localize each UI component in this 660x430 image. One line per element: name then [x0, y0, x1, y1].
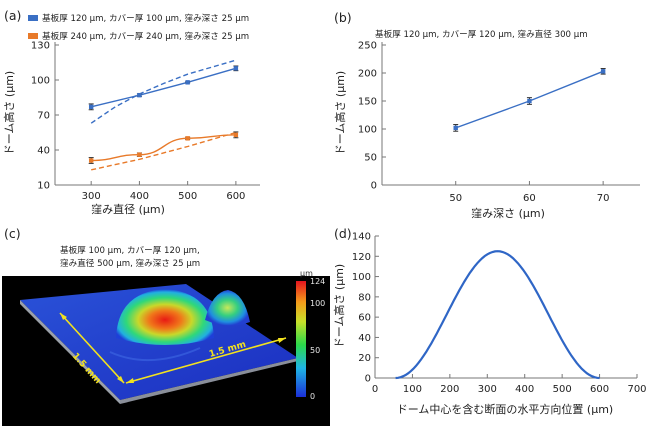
a-x-tick-label: 300	[82, 191, 101, 202]
c-dimension-line-left	[59, 312, 125, 384]
a-data-point	[88, 158, 94, 163]
panel-label-c: (c)	[4, 226, 21, 241]
a-y-tick-label: 40	[37, 146, 50, 157]
c-dimension-line-right	[125, 337, 287, 384]
a-data-point	[88, 104, 94, 110]
b-x-axis-title: 窪み深さ (μm)	[471, 206, 545, 220]
a-y-tick-label: 100	[31, 76, 50, 87]
a-sim-line-1	[91, 131, 237, 171]
a-measured-line-0	[91, 67, 237, 108]
a-data-point	[185, 136, 190, 141]
a-legend-swatch-orange	[28, 33, 38, 39]
a-y-tick-label: 10	[37, 181, 50, 192]
d-x-tick-label: 400	[515, 384, 534, 395]
c-surface-edge	[120, 358, 298, 404]
c-ripple	[109, 347, 201, 361]
panel-label-b: (b)	[334, 10, 352, 25]
a-data-point	[137, 152, 142, 157]
c-caption-line1: 基板厚 100 μm, カバー厚 120 μm,	[60, 244, 200, 256]
b-y-tick-label: 100	[358, 125, 377, 136]
a-x-tick-label: 600	[226, 191, 245, 202]
c-colorbar-tick: 0	[310, 392, 315, 401]
d-y-tick-label: 80	[358, 292, 371, 303]
a-legend-swatch-blue	[28, 15, 38, 21]
d-y-tick-label: 0	[365, 374, 371, 385]
d-y-tick-label: 40	[358, 333, 371, 344]
d-y-tick-label: 120	[352, 252, 371, 263]
b-data-point	[453, 125, 458, 131]
panel-label-a: (a)	[4, 8, 21, 23]
d-y-tick-label: 20	[358, 353, 371, 364]
c-colorbar-tick: 50	[310, 346, 320, 355]
d-y-tick-label: 140	[352, 232, 371, 243]
a-x-tick-label: 500	[178, 191, 197, 202]
d-x-axis-title: ドーム中心を含む断面の水平方向位置 (μm)	[397, 402, 613, 416]
d-x-tick-label: 500	[553, 384, 572, 395]
c-colorbar-unit: μm	[300, 269, 313, 278]
a-data-point	[233, 132, 239, 138]
a-x-tick-label: 400	[130, 191, 149, 202]
a-y-tick-label: 130	[31, 41, 50, 52]
d-y-tick-label: 60	[358, 313, 371, 324]
a-y-tick-label: 70	[37, 111, 50, 122]
b-data-point	[527, 98, 532, 104]
b-y-tick-label: 50	[364, 153, 377, 164]
a-data-point	[137, 92, 142, 98]
b-x-tick-label: 50	[449, 193, 462, 204]
d-x-tick-label: 600	[590, 384, 609, 395]
c-arrow-head	[117, 376, 124, 383]
panel-c-heatmap: 基板厚 100 μm, カバー厚 120 μm, 窪み直径 500 μm, 窪み…	[2, 244, 330, 426]
a-data-point	[185, 80, 190, 85]
b-y-tick-label: 150	[358, 97, 377, 108]
d-x-tick-label: 700	[627, 384, 646, 395]
a-x-axis-title: 窪み直径 (μm)	[91, 202, 165, 216]
d-x-tick-label: 300	[478, 384, 497, 395]
d-x-tick-label: 100	[403, 384, 422, 395]
a-measured-line-1	[91, 134, 236, 162]
b-x-tick-label: 60	[523, 193, 536, 204]
d-x-tick-label: 200	[440, 384, 459, 395]
c-colorbar-tick: 124	[310, 277, 325, 286]
c-arrow-head	[278, 338, 286, 343]
d-y-tick-label: 100	[352, 272, 371, 283]
c-dome	[116, 289, 214, 345]
c-side-bump	[205, 290, 250, 326]
a-y-axis-title: ドーム高さ (μm)	[2, 71, 16, 155]
panel-a-chart: 基板厚 120 μm, カバー厚 100 μm, 窪み深さ 25 μm 基板厚 …	[2, 12, 260, 216]
c-caption-line2: 窪み直径 500 μm, 窪み深さ 25 μm	[60, 257, 200, 269]
panel-d-chart: 0 20 40 60 80 100 120 140 0 100 200 300 400 500 600 700…	[332, 232, 647, 417]
b-y-tick-label: 250	[358, 41, 377, 52]
panel-b-chart: 基板厚 120 μm, カバー厚 120 μm, 窪み直径 300 μm 0 50…	[333, 28, 640, 220]
b-x-tick-label: 70	[597, 193, 610, 204]
d-profile-line	[395, 250, 600, 380]
b-data-point	[600, 69, 606, 74]
panel-label-d: (d)	[334, 226, 352, 241]
a-data-point	[233, 66, 239, 71]
b-chart-title: 基板厚 120 μm, カバー厚 120 μm, 窪み直径 300 μm	[375, 28, 588, 40]
b-y-axis-title: ドーム高さ (μm)	[333, 71, 347, 155]
d-y-axis-title: ドーム高さ (μm)	[332, 264, 346, 348]
b-y-tick-label: 200	[358, 69, 377, 80]
c-surface-edge-left	[20, 300, 120, 404]
c-arrow-head	[60, 313, 67, 320]
a-sim-line-0	[90, 59, 237, 124]
a-legend-label-blue: 基板厚 120 μm, カバー厚 100 μm, 窪み深さ 25 μm	[42, 12, 249, 24]
b-y-tick-label: 0	[371, 181, 377, 192]
c-arrow-head	[126, 378, 134, 383]
c-colorbar	[296, 281, 306, 397]
a-legend-label-orange: 基板厚 240 μm, カバー厚 240 μm, 窪み深さ 25 μm	[42, 30, 249, 42]
c-colorbar-tick: 100	[310, 299, 325, 308]
d-x-tick-label: 0	[372, 384, 378, 395]
